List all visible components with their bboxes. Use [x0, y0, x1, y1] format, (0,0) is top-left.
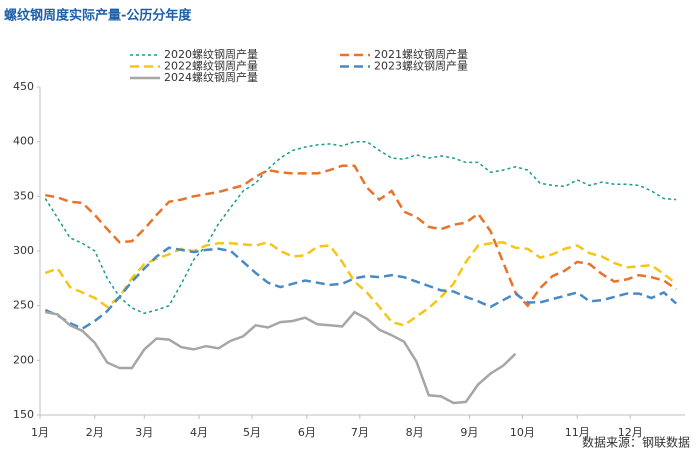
- series-line: [44, 246, 678, 331]
- legend-label: 2024螺纹钢周产量: [164, 70, 258, 84]
- x-tick-label: 9月: [460, 426, 478, 439]
- legend-label: 2020螺纹钢周产量: [164, 47, 258, 61]
- x-tick-label: 3月: [135, 426, 153, 439]
- series-line: [44, 240, 677, 327]
- x-tick-label: 10月: [510, 426, 535, 439]
- x-tick-label: 2月: [86, 426, 104, 439]
- y-tick-label: 400: [13, 135, 34, 148]
- x-tick-label: 6月: [298, 426, 316, 439]
- legend-label: 2023螺纹钢周产量: [374, 59, 468, 73]
- x-tick-label: 7月: [351, 426, 369, 439]
- series-line: [45, 164, 677, 308]
- y-tick-label: 150: [13, 408, 34, 421]
- x-tick-label: 11月: [565, 426, 590, 439]
- legend-label: 2021螺纹钢周产量: [374, 47, 468, 61]
- x-tick-label: 5月: [243, 426, 261, 439]
- x-tick-label: 12月: [618, 426, 643, 439]
- x-tick-label: 4月: [190, 426, 208, 439]
- series-line: [44, 140, 677, 315]
- y-tick-label: 300: [13, 244, 34, 257]
- y-tick-label: 450: [13, 80, 34, 93]
- legend-label: 2022螺纹钢周产量: [164, 59, 258, 73]
- chart-title: 螺纹钢周度实际产量-公历分年度: [4, 8, 192, 24]
- series-line: [45, 310, 517, 405]
- y-tick-label: 200: [13, 353, 34, 366]
- y-tick-label: 350: [13, 189, 34, 202]
- x-tick-label: 1月: [31, 426, 49, 439]
- y-tick-label: 250: [13, 299, 34, 312]
- x-tick-label: 8月: [406, 426, 424, 439]
- source-note: 数据来源：钢联数据: [582, 435, 690, 450]
